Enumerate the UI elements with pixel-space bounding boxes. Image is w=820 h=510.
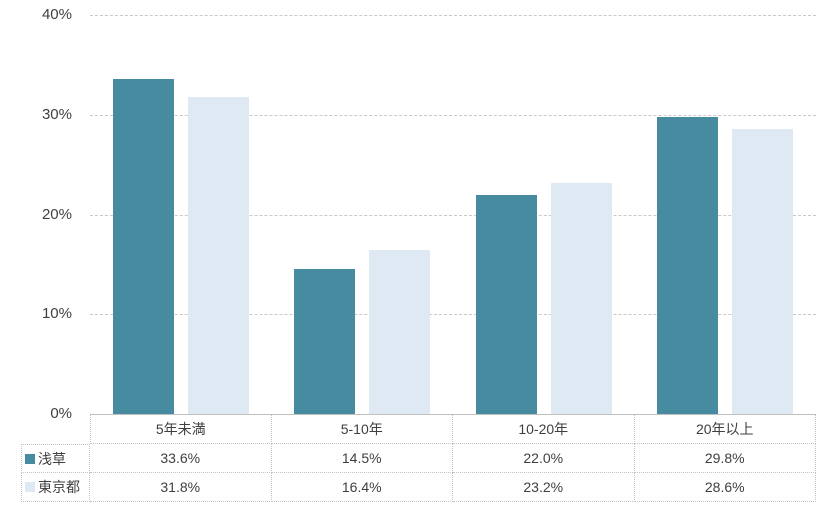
bar-group bbox=[635, 15, 817, 414]
bars-area bbox=[90, 15, 816, 414]
y-axis-tick-label: 10% bbox=[41, 305, 72, 323]
legend-cell: 東京都 bbox=[21, 473, 90, 502]
gridline bbox=[90, 15, 816, 16]
bar-group bbox=[90, 15, 272, 414]
value-cell: 29.8% bbox=[634, 444, 816, 473]
bar bbox=[657, 116, 719, 414]
table-corner-cell bbox=[21, 414, 90, 444]
gridline bbox=[90, 314, 816, 316]
bar bbox=[475, 194, 537, 414]
legend-key-icon bbox=[25, 453, 35, 464]
gridline bbox=[90, 214, 816, 216]
value-cell: 23.2% bbox=[453, 473, 635, 502]
data-table: 5年未満 5-10年 10-20年 20年以上浅草 33.6% 14.5% 22.0% 29.… bbox=[21, 414, 816, 502]
y-axis-tick-label: 0% bbox=[50, 405, 72, 422]
y-axis-tick-label: 20% bbox=[41, 205, 72, 223]
bar-group bbox=[453, 15, 635, 414]
legend-key-icon bbox=[25, 482, 35, 492]
bar bbox=[732, 128, 794, 414]
bar bbox=[294, 269, 356, 414]
bar bbox=[550, 182, 612, 414]
value-cell: 22.0% bbox=[453, 444, 635, 473]
value-cell: 14.5% bbox=[271, 444, 453, 473]
bar bbox=[112, 78, 174, 414]
gridline bbox=[90, 114, 816, 116]
bar bbox=[187, 96, 249, 414]
y-axis-tick-label: 30% bbox=[41, 105, 72, 123]
bar-group bbox=[272, 15, 454, 414]
series-name-label: 東京都 bbox=[38, 479, 80, 495]
series-name-label: 浅草 bbox=[38, 450, 66, 467]
value-cell: 31.8% bbox=[90, 473, 272, 502]
bar bbox=[369, 250, 431, 414]
table-header-cell: 5年未満 bbox=[90, 414, 272, 444]
table-header-cell: 20年以上 bbox=[634, 414, 816, 444]
value-cell: 16.4% bbox=[271, 473, 453, 502]
value-cell: 28.6% bbox=[634, 473, 816, 502]
y-axis-tick-label: 40% bbox=[41, 6, 72, 23]
value-cell: 33.6% bbox=[90, 444, 272, 473]
legend-cell: 浅草 bbox=[21, 444, 90, 473]
table-header-cell: 5-10年 bbox=[271, 414, 453, 444]
plot-area bbox=[90, 15, 816, 414]
table-header-cell: 10-20年 bbox=[453, 414, 635, 444]
